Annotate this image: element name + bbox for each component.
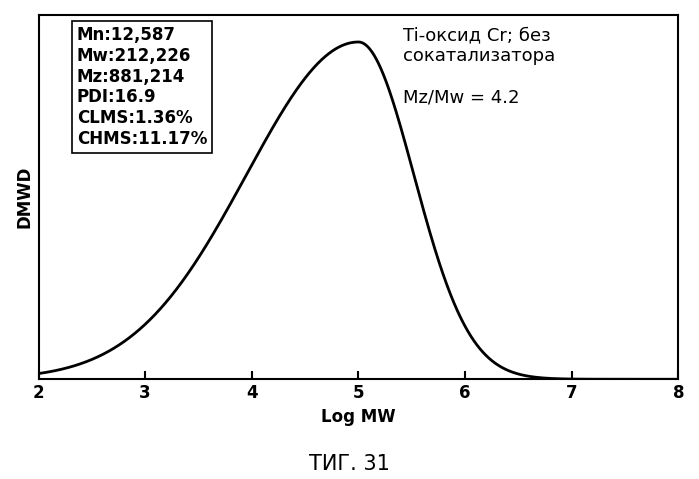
Y-axis label: DMWD: DMWD <box>15 166 33 228</box>
Text: Mn:12,587
Mw:212,226
Mz:881,214
PDI:16.9
CLMS:1.36%
CHMS:11.17%: Mn:12,587 Mw:212,226 Mz:881,214 PDI:16.9… <box>77 26 208 148</box>
Text: Ti-оксид Cr; без
сокатализатора

Mz/Mw = 4.2: Ti-оксид Cr; без сокатализатора Mz/Mw = … <box>403 26 556 106</box>
Text: ΤИГ. 31: ΤИГ. 31 <box>309 454 390 474</box>
X-axis label: Log MW: Log MW <box>321 408 396 426</box>
